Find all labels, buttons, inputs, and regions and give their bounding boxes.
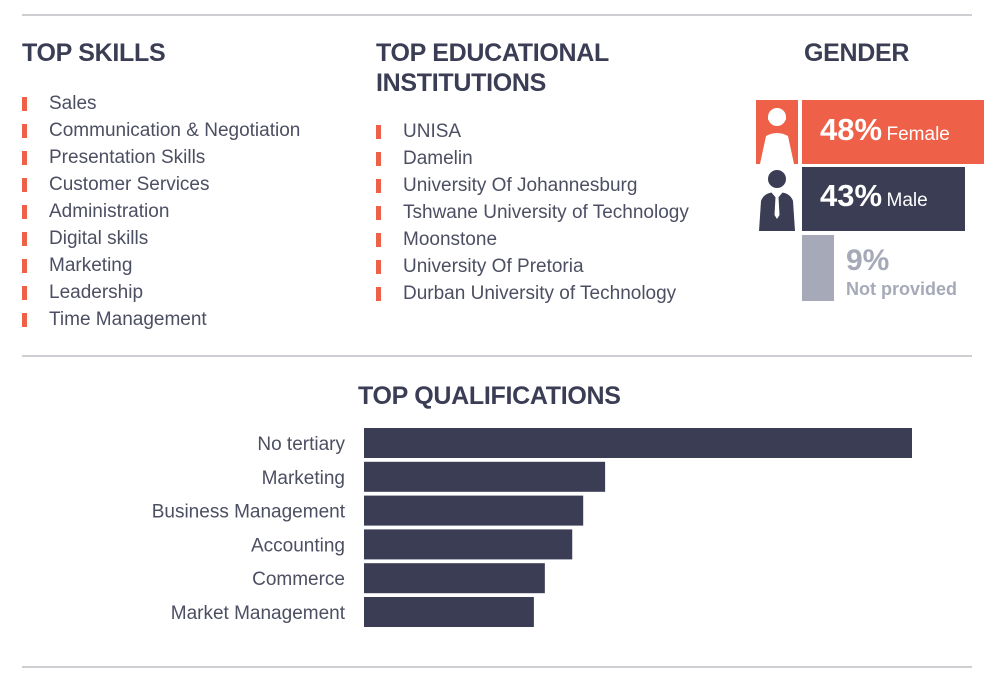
bullet-marker — [22, 286, 27, 300]
male-label: Male — [886, 190, 928, 211]
not-provided-value: 9% Not provided — [846, 244, 957, 299]
qualification-label: Accounting — [251, 535, 345, 556]
skill-item: Customer Services — [22, 171, 300, 198]
qualification-label: Business Management — [152, 502, 346, 523]
institution-item: University Of Johannesburg — [376, 172, 689, 199]
institution-item: Tshwane University of Technology — [376, 199, 689, 226]
skill-item-label: Digital skills — [49, 228, 149, 249]
institution-item: Moonstone — [376, 226, 689, 253]
institution-item-label: University Of Pretoria — [403, 256, 584, 277]
institution-item: UNISA — [376, 118, 689, 145]
qualifications-chart-svg: No tertiary Marketing Business Management A… — [152, 428, 912, 627]
institution-item-label: Damelin — [403, 148, 473, 169]
qualifications-chart: No tertiary Marketing Business Management A… — [0, 420, 1000, 640]
skill-item-label: Marketing — [49, 255, 133, 276]
qualification-bar — [364, 461, 606, 492]
skill-item-label: Administration — [49, 201, 170, 222]
bullet-marker — [376, 179, 381, 193]
skill-item: Marketing — [22, 252, 300, 279]
male-value: 43% Male — [820, 178, 928, 214]
skill-item-label: Leadership — [49, 282, 144, 303]
male-percent: 43% — [820, 178, 883, 213]
qualification-label: Marketing — [262, 468, 345, 489]
institutions-title-line1: TOP EDUCATIONAL — [376, 39, 610, 67]
bullet-marker — [376, 206, 381, 220]
bullet-marker — [22, 151, 27, 165]
bullet-marker — [376, 260, 381, 274]
bottom-divider — [22, 666, 972, 668]
institutions-title-line2: INSTITUTIONS — [376, 69, 547, 97]
qualification-label: Commerce — [252, 569, 345, 590]
skill-item: Time Management — [22, 306, 300, 333]
skills-list: Sales Communication & Negotiation Presenta… — [22, 90, 300, 333]
skill-item-label: Presentation Skills — [49, 147, 206, 168]
institution-item: Durban University of Technology — [376, 280, 689, 307]
bullet-marker — [22, 313, 27, 327]
skill-item-label: Customer Services — [49, 174, 210, 195]
gender-title: GENDER — [804, 39, 910, 67]
chart-title: TOP QUALIFICATIONS — [358, 382, 621, 410]
bullet-marker — [376, 287, 381, 301]
skill-item: Leadership — [22, 279, 300, 306]
institution-item: Damelin — [376, 145, 689, 172]
institution-item-label: Tshwane University of Technology — [403, 202, 689, 223]
qualification-bar — [364, 428, 912, 458]
skill-item-label: Sales — [49, 93, 97, 114]
qualification-bar — [364, 529, 573, 560]
bullet-marker — [376, 233, 381, 247]
qualification-bar — [364, 563, 545, 594]
institution-item-label: Moonstone — [403, 229, 498, 250]
not-provided-percent: 9% — [846, 244, 890, 277]
bullet-marker — [376, 152, 381, 166]
skill-item-label: Time Management — [49, 309, 207, 330]
top-divider — [22, 14, 972, 16]
bullet-marker — [376, 125, 381, 139]
male-person-icon — [756, 167, 798, 231]
institution-item-label: Durban University of Technology — [403, 283, 677, 304]
institutions-list: UNISA Damelin University Of Johannesburg Ts… — [376, 118, 689, 307]
institution-item-label: University Of Johannesburg — [403, 175, 638, 196]
middle-divider — [22, 355, 972, 357]
skill-item-label: Communication & Negotiation — [49, 120, 301, 141]
qualification-label: No tertiary — [257, 434, 345, 455]
bullet-marker — [22, 259, 27, 273]
female-bar — [802, 100, 985, 164]
institution-item-label: UNISA — [403, 121, 462, 142]
skill-item: Administration — [22, 198, 300, 225]
bullet-marker — [22, 232, 27, 246]
female-label: Female — [886, 124, 950, 145]
bullet-marker — [22, 205, 27, 219]
skill-item: Presentation Skills — [22, 144, 300, 171]
qualification-bar — [364, 597, 534, 627]
female-value: 48% Female — [820, 112, 950, 148]
bullet-marker — [22, 97, 27, 111]
institutions-title: TOP EDUCATIONAL INSTITUTIONS — [376, 38, 609, 98]
qualification-label: Market Management — [171, 603, 346, 624]
not-provided-label: Not provided — [846, 279, 957, 299]
qualification-bar — [364, 495, 584, 526]
bullet-marker — [22, 178, 27, 192]
skill-item: Communication & Negotiation — [22, 117, 300, 144]
not-provided-bar — [802, 235, 835, 301]
skill-item: Digital skills — [22, 225, 300, 252]
female-percent: 48% — [820, 112, 883, 147]
female-person-icon — [756, 100, 798, 164]
skills-title: TOP SKILLS — [22, 39, 166, 67]
bullet-marker — [22, 124, 27, 138]
institution-item: University Of Pretoria — [376, 253, 689, 280]
male-bar — [802, 167, 966, 231]
skill-item: Sales — [22, 90, 300, 117]
